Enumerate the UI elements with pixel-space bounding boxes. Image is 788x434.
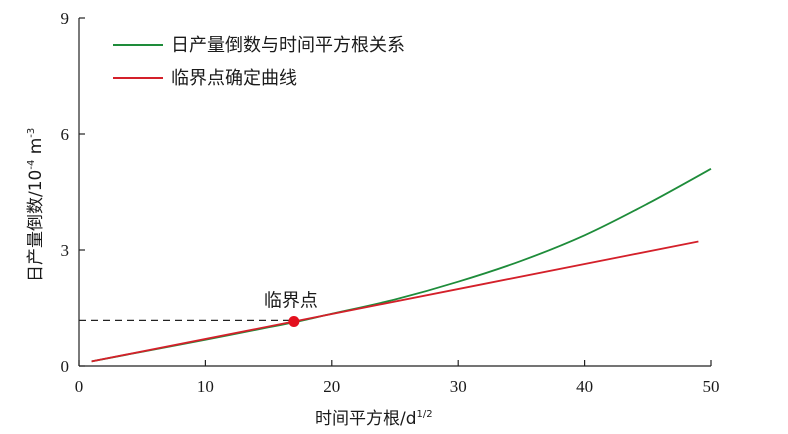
series-line-1 xyxy=(91,240,699,363)
y-tick-label: 0 xyxy=(61,357,70,376)
series-group xyxy=(79,168,712,363)
x-tick-label: 30 xyxy=(450,377,467,396)
y-axis-label-main: 日产量倒数/10 xyxy=(26,170,46,282)
critical-point-marker xyxy=(288,316,300,328)
x-tick-label: 50 xyxy=(703,377,720,396)
axes: 0 10 20 30 40 50 0 3 6 9 xyxy=(61,9,720,396)
x-tick-label: 20 xyxy=(323,377,340,396)
legend-label-0: 日产量倒数与时间平方根关系 xyxy=(171,35,405,56)
x-tick-label: 40 xyxy=(576,377,593,396)
legend: 日产量倒数与时间平方根关系 临界点确定曲线 xyxy=(113,35,405,89)
x-axis-label: 时间平方根/d1/2 xyxy=(315,409,433,429)
x-tick-label: 0 xyxy=(75,377,84,396)
x-axis-label-main: 时间平方根/d xyxy=(315,409,417,429)
y-tick-label: 9 xyxy=(61,9,70,28)
x-axis-label-sup: 1/2 xyxy=(417,409,433,420)
y-tick-label: 6 xyxy=(61,125,70,144)
annotations: 临界点 xyxy=(264,291,318,328)
legend-label-1: 临界点确定曲线 xyxy=(171,68,297,89)
y-axis-label-sup2: -3 xyxy=(26,128,37,138)
critical-point-label: 临界点 xyxy=(264,291,318,312)
y-tick-label: 3 xyxy=(61,241,70,260)
y-axis-label-mid: m xyxy=(26,138,46,160)
series-line-0 xyxy=(91,168,712,363)
y-axis-label-sup1: -4 xyxy=(26,160,37,170)
x-tick-label: 10 xyxy=(197,377,214,396)
y-axis-label: 日产量倒数/10-4 m-3 xyxy=(26,128,46,282)
